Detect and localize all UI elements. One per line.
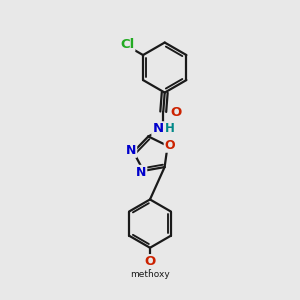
Text: N: N	[126, 144, 136, 157]
Text: O: O	[165, 139, 175, 152]
Text: O: O	[144, 255, 156, 268]
Text: methoxy: methoxy	[130, 270, 170, 279]
Text: H: H	[165, 122, 175, 135]
Text: O: O	[171, 106, 182, 119]
Text: N: N	[152, 122, 164, 135]
Text: N: N	[136, 166, 146, 179]
Text: Cl: Cl	[120, 38, 134, 51]
